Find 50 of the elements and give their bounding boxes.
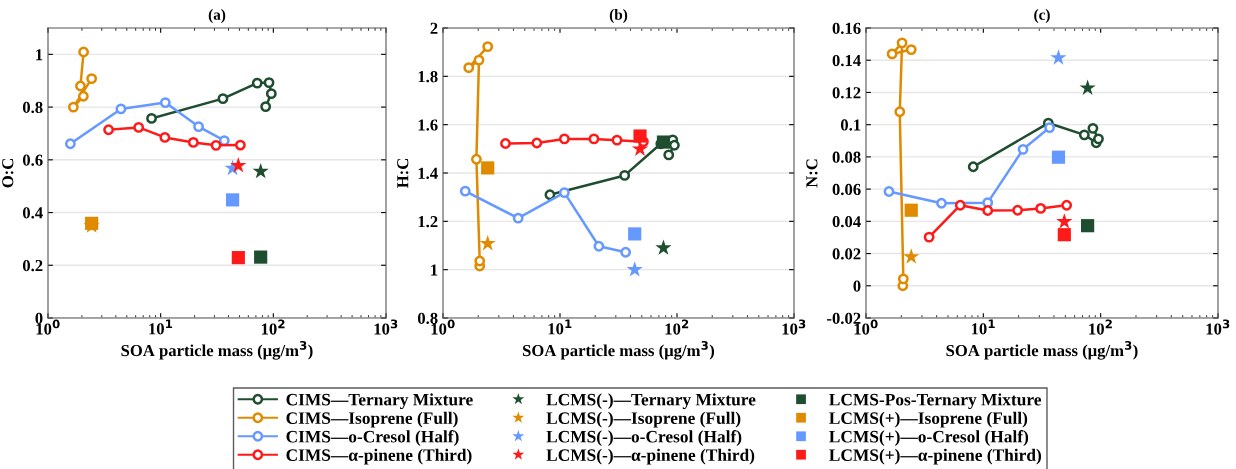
y-tick-label: 0.2 [22, 259, 43, 272]
x-tick-label: 10$^{2}$ [261, 319, 285, 335]
legend-label: LCMS-Pos-Ternary Mixture [829, 393, 1042, 410]
y-tick-label: 0 [853, 280, 861, 292]
y-tick-label: 0.04 [832, 216, 861, 228]
y-tick-label: 0.14 [832, 54, 861, 67]
chart-title: (b) [609, 9, 628, 23]
x-tick-label: 10$^{3}$ [782, 319, 806, 335]
legend-label: LCMS(-)—Ternary Mixture [546, 393, 756, 410]
y-tick-label: 1.6 [418, 119, 438, 131]
y-tick-label: 0.02 [832, 248, 861, 260]
y-axis-title: H:C [397, 159, 409, 188]
x-tick-label: 10$^{1}$ [149, 319, 173, 335]
chart-title: (c) [1034, 9, 1050, 23]
x-tick-label: 10$^{3}$ [1206, 319, 1230, 335]
y-tick-label: 1.8 [418, 71, 438, 83]
y-tick-label: 0.12 [832, 87, 861, 99]
legend-label: LCMS(+)—Isoprene (Full) [829, 411, 1028, 428]
y-tick-label: 0.6 [22, 154, 43, 166]
x-axis-title: SOA particle mass (μg/m$^{3}$) [121, 340, 313, 360]
y-axis-title: N:C [806, 159, 818, 188]
legend-label: CIMS—Isoprene (Full) [286, 411, 458, 428]
x-tick-label: 10$^{2}$ [1089, 319, 1112, 335]
y-tick-label: 0.08 [832, 151, 861, 163]
y-tick-label: 1.4 [418, 167, 438, 180]
legend-label: CIMS—α-pinene (Third) [286, 448, 472, 465]
y-tick-label: 1 [36, 49, 43, 61]
x-tick-label: 10$^{3}$ [374, 319, 398, 335]
y-axis-title: O:C [2, 159, 14, 188]
x-tick-label: 10$^{2}$ [665, 319, 689, 335]
legend-label: LCMS(-)—o-Cresol (Half) [546, 430, 742, 447]
x-axis-title: SOA particle mass (μg/m$^{3}$) [946, 340, 1138, 360]
legend-label: LCMS(-)—Isoprene (Full) [546, 411, 741, 428]
y-tick-label: 0.06 [832, 183, 861, 196]
x-axis-title: SOA particle mass (μg/m$^{3}$) [522, 340, 715, 360]
legend-label: LCMS(+)—α-pinene (Third) [829, 448, 1042, 465]
legend-label: LCMS(+)—o-Cresol (Half) [829, 430, 1029, 447]
y-tick-label: 0.8 [22, 101, 43, 114]
y-tick-label: 0.4 [22, 207, 43, 219]
y-tick-label: 2 [430, 22, 438, 34]
y-tick-label: 0.16 [832, 22, 861, 35]
legend-label: LCMS(-)—α-pinene (Third) [546, 448, 755, 465]
legend-label: CIMS—Ternary Mixture [286, 393, 473, 410]
chart-title: (a) [208, 9, 226, 23]
y-tick-label: 0.1 [840, 119, 861, 131]
x-tick-label: 10$^{1}$ [971, 319, 995, 335]
legend-label: CIMS—o-Cresol (Half) [286, 430, 459, 447]
y-tick-label: 1.2 [418, 216, 438, 228]
y-tick-label: 1 [431, 264, 438, 276]
x-tick-label: 10$^{1}$ [548, 319, 572, 335]
